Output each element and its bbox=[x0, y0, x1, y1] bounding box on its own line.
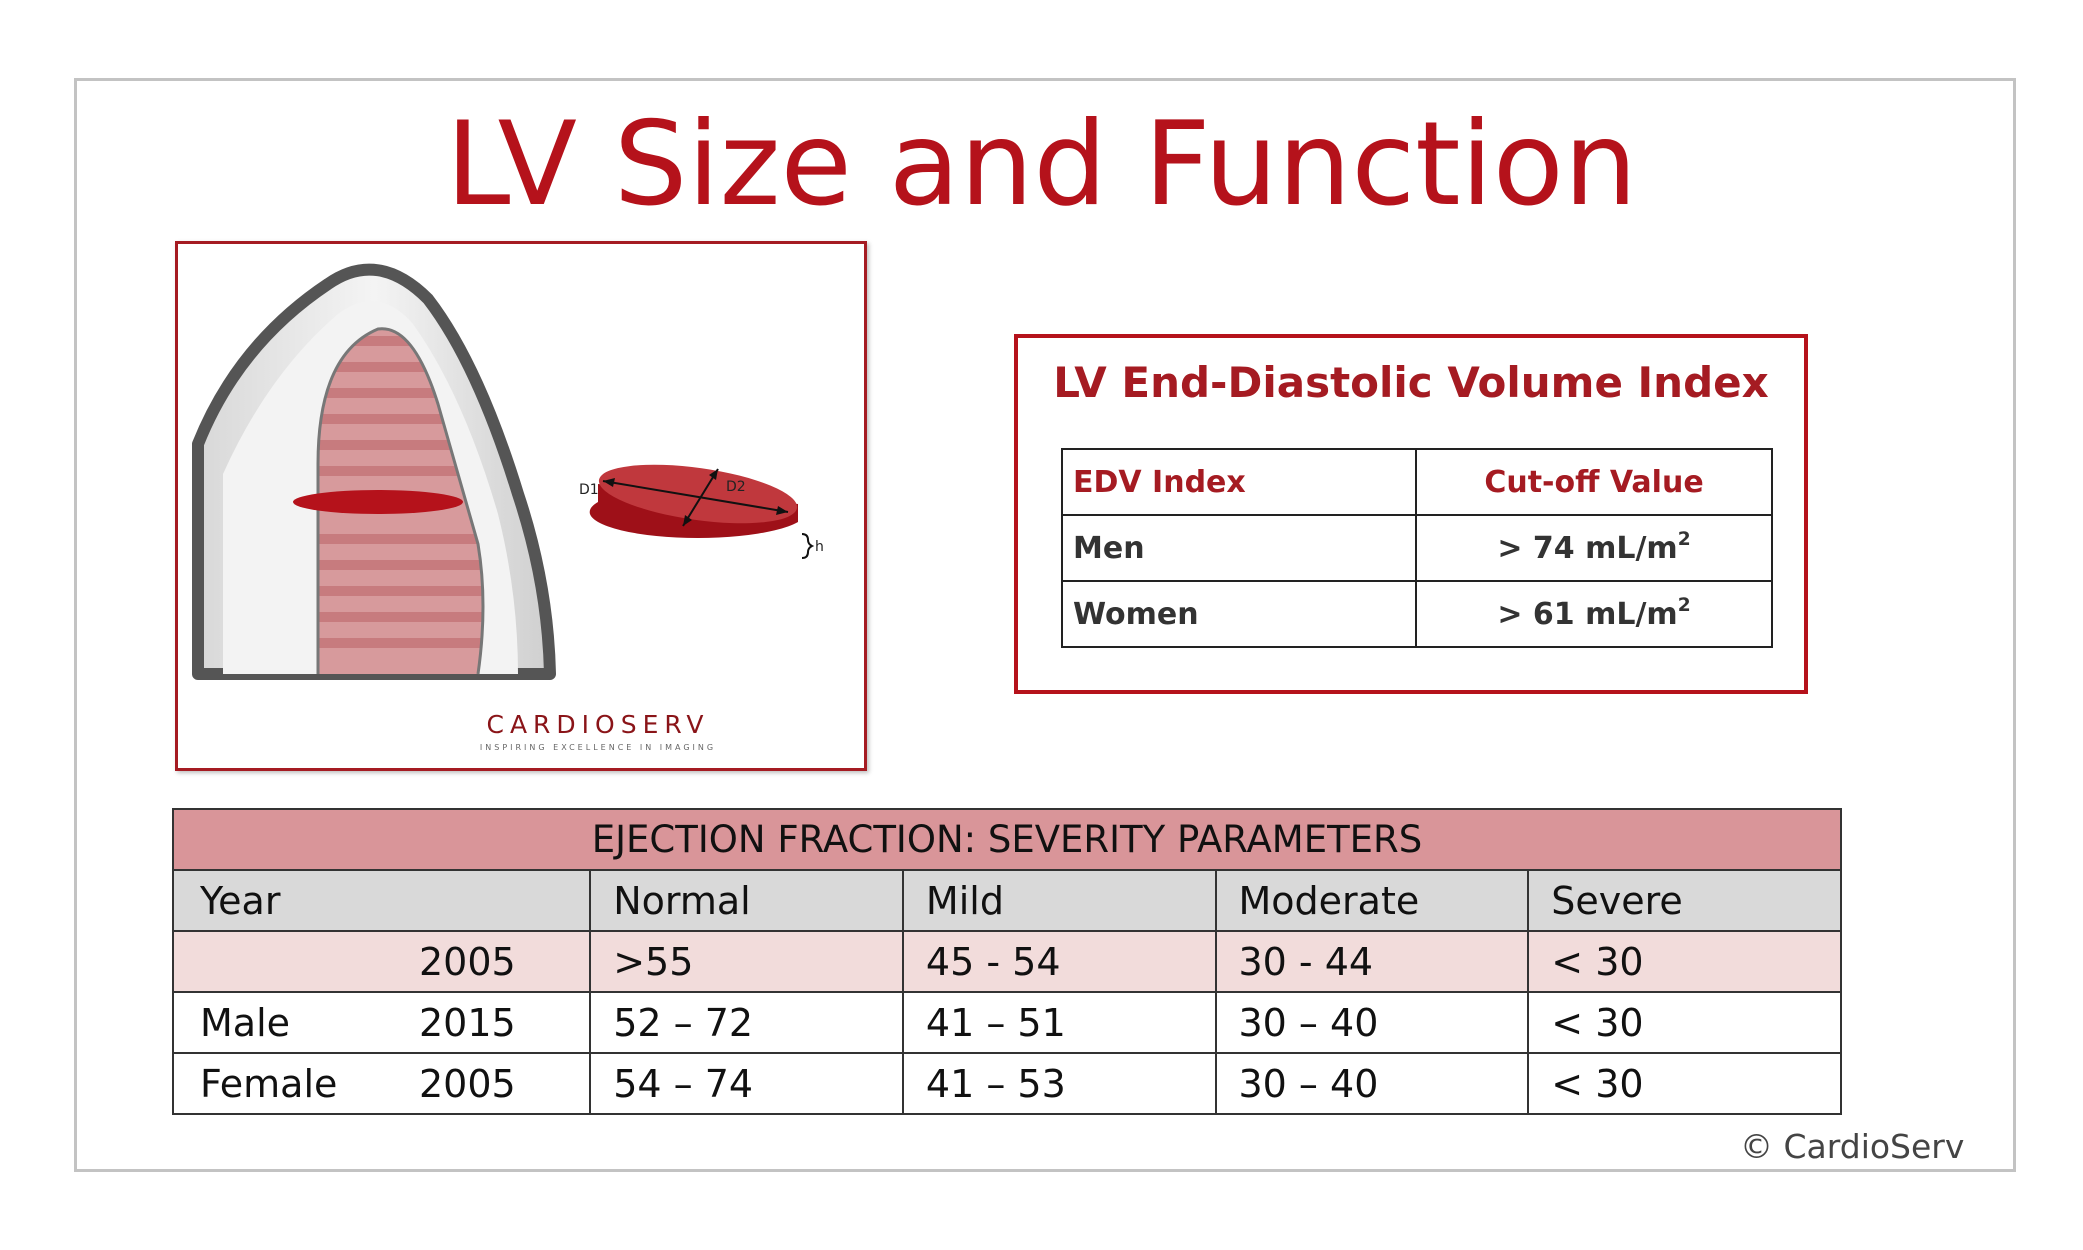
ef-normal-cell: 52 – 72 bbox=[589, 991, 904, 1054]
disc-detail: D1 D2 h bbox=[579, 464, 824, 559]
brand-tagline: INSPIRING EXCELLENCE IN IMAGING bbox=[479, 743, 717, 752]
d1-label: D1 bbox=[579, 482, 599, 498]
edv-row-label: Men bbox=[1061, 514, 1417, 582]
lv-discs-diagram: D1 D2 h bbox=[192, 263, 824, 680]
table-row: Male 2015 52 – 72 41 – 51 30 – 40 < 30 bbox=[171, 991, 1842, 1054]
ef-header-year: Year bbox=[171, 869, 592, 932]
ef-header-severe: Severe bbox=[1527, 869, 1842, 932]
edv-table: EDV Index Cut-off Value Men > 74 mL/m2 W… bbox=[1061, 448, 1773, 648]
edv-header-cutoff: Cut-off Value bbox=[1415, 448, 1773, 516]
ef-banner: EJECTION FRACTION: SEVERITY PARAMETERS bbox=[172, 808, 1842, 871]
ef-mild-cell: 45 - 54 bbox=[901, 930, 1217, 993]
ef-banner-row: EJECTION FRACTION: SEVERITY PARAMETERS bbox=[172, 808, 1842, 871]
brand-logo: CARDIOSERV INSPIRING EXCELLENCE IN IMAGI… bbox=[448, 710, 748, 752]
highlighted-disc bbox=[293, 490, 463, 514]
page-title: LV Size and Function bbox=[445, 97, 1638, 232]
table-header-row: EDV Index Cut-off Value bbox=[1061, 448, 1773, 516]
ef-moderate-cell: 30 – 40 bbox=[1214, 1052, 1530, 1115]
ejection-fraction-table: EJECTION FRACTION: SEVERITY PARAMETERS Y… bbox=[171, 808, 1842, 1115]
edv-title: LV End-Diastolic Volume Index bbox=[1053, 358, 1769, 407]
ef-header-moderate: Moderate bbox=[1214, 869, 1530, 932]
table-row: Men > 74 mL/m2 bbox=[1061, 514, 1773, 582]
ef-normal-cell: >55 bbox=[589, 930, 904, 993]
edv-row-value: > 74 mL/m2 bbox=[1415, 514, 1773, 582]
table-row: 2005 >55 45 - 54 30 - 44 < 30 bbox=[171, 930, 1842, 993]
h-label: h bbox=[815, 539, 824, 555]
ef-year-cell: Female 2005 bbox=[171, 1052, 592, 1115]
ef-mild-cell: 41 – 53 bbox=[901, 1052, 1217, 1115]
lv-disc-illustration: D1 D2 h CARDIOSERV INSPIRING EXCELLENCE … bbox=[175, 241, 867, 771]
ef-moderate-cell: 30 - 44 bbox=[1214, 930, 1530, 993]
edv-index-panel: LV End-Diastolic Volume Index EDV Index … bbox=[1014, 334, 1808, 694]
ef-moderate-cell: 30 – 40 bbox=[1214, 991, 1530, 1054]
table-row: Women > 61 mL/m2 bbox=[1061, 580, 1773, 648]
ef-mild-cell: 41 – 51 bbox=[901, 991, 1217, 1054]
ef-header-mild: Mild bbox=[901, 869, 1217, 932]
copyright-notice: © CardioServ bbox=[1740, 1127, 1965, 1166]
table-row: Female 2005 54 – 74 41 – 53 30 – 40 < 30 bbox=[171, 1052, 1842, 1115]
ef-severe-cell: < 30 bbox=[1527, 1052, 1842, 1115]
edv-header-index: EDV Index bbox=[1061, 448, 1417, 516]
table-header-row: Year Normal Mild Moderate Severe bbox=[171, 869, 1842, 932]
brand-name: CARDIOSERV bbox=[486, 710, 710, 739]
ef-severe-cell: < 30 bbox=[1527, 991, 1842, 1054]
ef-header-normal: Normal bbox=[589, 869, 904, 932]
ef-normal-cell: 54 – 74 bbox=[589, 1052, 904, 1115]
ef-severe-cell: < 30 bbox=[1527, 930, 1842, 993]
ef-year-cell: 2005 bbox=[171, 930, 592, 993]
edv-row-value: > 61 mL/m2 bbox=[1415, 580, 1773, 648]
edv-row-label: Women bbox=[1061, 580, 1417, 648]
ef-year-cell: Male 2015 bbox=[171, 991, 592, 1054]
d2-label: D2 bbox=[726, 479, 746, 495]
